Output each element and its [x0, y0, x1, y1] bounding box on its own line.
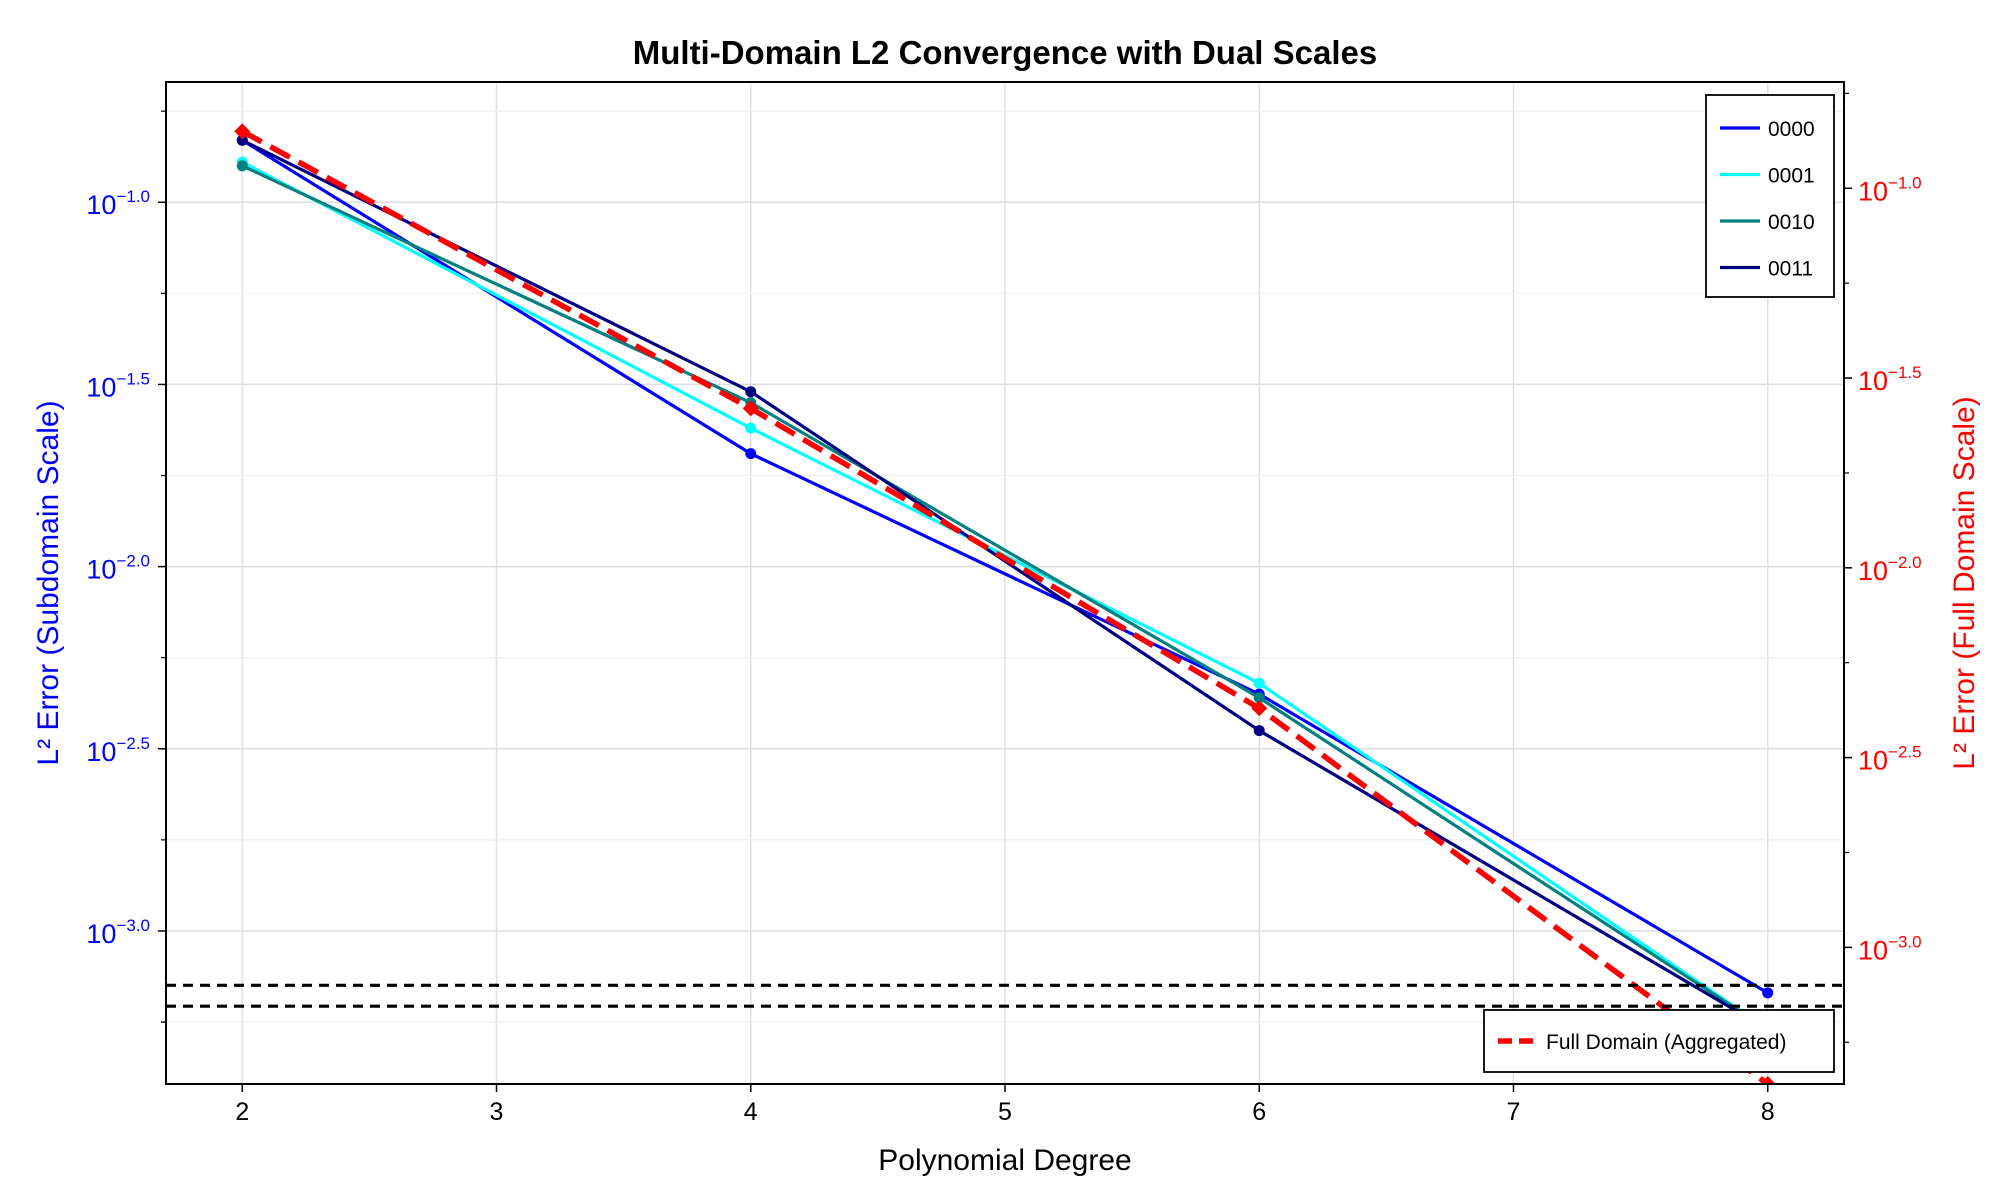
right-tick-label: 10−1.5 [1858, 363, 1922, 396]
left-y-axis-ticks: 10−1.0 10−1.5 10−2.0 10−2.5 10−3.0 [86, 110, 166, 1023]
x-tick-label: 7 [1507, 1098, 1521, 1126]
x-tick-label: 3 [490, 1098, 504, 1126]
aggregate-line [240, 128, 1770, 1084]
right-tick-label: 10−1.0 [1858, 173, 1922, 206]
legend-label-0001: 0001 [1768, 165, 1815, 188]
chart-title: Multi-Domain L2 Convergence with Dual Sc… [633, 34, 1377, 71]
right-tick-label: 10−3.0 [1858, 932, 1922, 965]
x-axis-label: Polynomial Degree [878, 1144, 1131, 1177]
aggregate-point [1251, 700, 1268, 717]
x-tick-label: 4 [744, 1098, 758, 1126]
x-tick-label: 6 [1252, 1098, 1266, 1126]
aggregate-point [1759, 1076, 1776, 1084]
series-point-0011 [745, 386, 757, 398]
aggregate-legend-box [1483, 1009, 1835, 1073]
left-tick-label: 10−2.0 [86, 552, 150, 585]
left-tick-label: 10−3.0 [86, 916, 150, 949]
left-tick-label: 10−1.0 [86, 187, 150, 220]
right-y-axis-ticks: 10−1.0 10−1.5 10−2.0 10−2.5 10−3.0 [1844, 92, 1922, 1043]
series-line-0000 [241, 138, 1769, 995]
series-point-0001 [745, 422, 757, 434]
x-tick-label: 8 [1761, 1098, 1775, 1126]
series-layer [234, 123, 1776, 1084]
aggregate-point [742, 400, 759, 417]
series-point-0000 [1762, 987, 1774, 999]
series-point-0010 [1253, 692, 1265, 704]
legend-label-0011: 0011 [1768, 258, 1813, 281]
legend-label-0000: 0000 [1768, 118, 1815, 141]
aggregate-legend: Full Domain (Aggregated) [1483, 1009, 1835, 1073]
aggregate-point [234, 123, 251, 140]
right-y-axis-label: L² Error (Full Domain Scale) [1948, 396, 1981, 769]
reference-lines [166, 983, 1844, 1008]
series-point-0001 [1253, 677, 1265, 689]
x-tick-label: 5 [998, 1098, 1012, 1126]
left-tick-label: 10−1.5 [86, 369, 150, 402]
left-tick-label: 10−2.5 [86, 734, 150, 767]
aggregate-legend-label: Full Domain (Aggregated) [1546, 1031, 1786, 1054]
grid [166, 82, 1844, 1084]
left-y-axis-label: L² Error (Subdomain Scale) [32, 400, 65, 765]
x-tick-label: 2 [235, 1098, 249, 1126]
right-tick-label: 10−2.0 [1858, 553, 1922, 586]
series-point-0000 [745, 448, 757, 460]
series-point-0011 [236, 134, 248, 146]
right-tick-label: 10−2.5 [1858, 743, 1922, 776]
series-line-0010 [241, 164, 1769, 1031]
series-point-0010 [236, 160, 248, 172]
legend-label-0010: 0010 [1768, 211, 1815, 234]
series-point-0011 [1253, 725, 1265, 737]
series-legend: 0000 0001 0010 0011 [1705, 94, 1835, 298]
x-axis-ticks: 2 3 4 5 6 7 8 [235, 1084, 1775, 1126]
